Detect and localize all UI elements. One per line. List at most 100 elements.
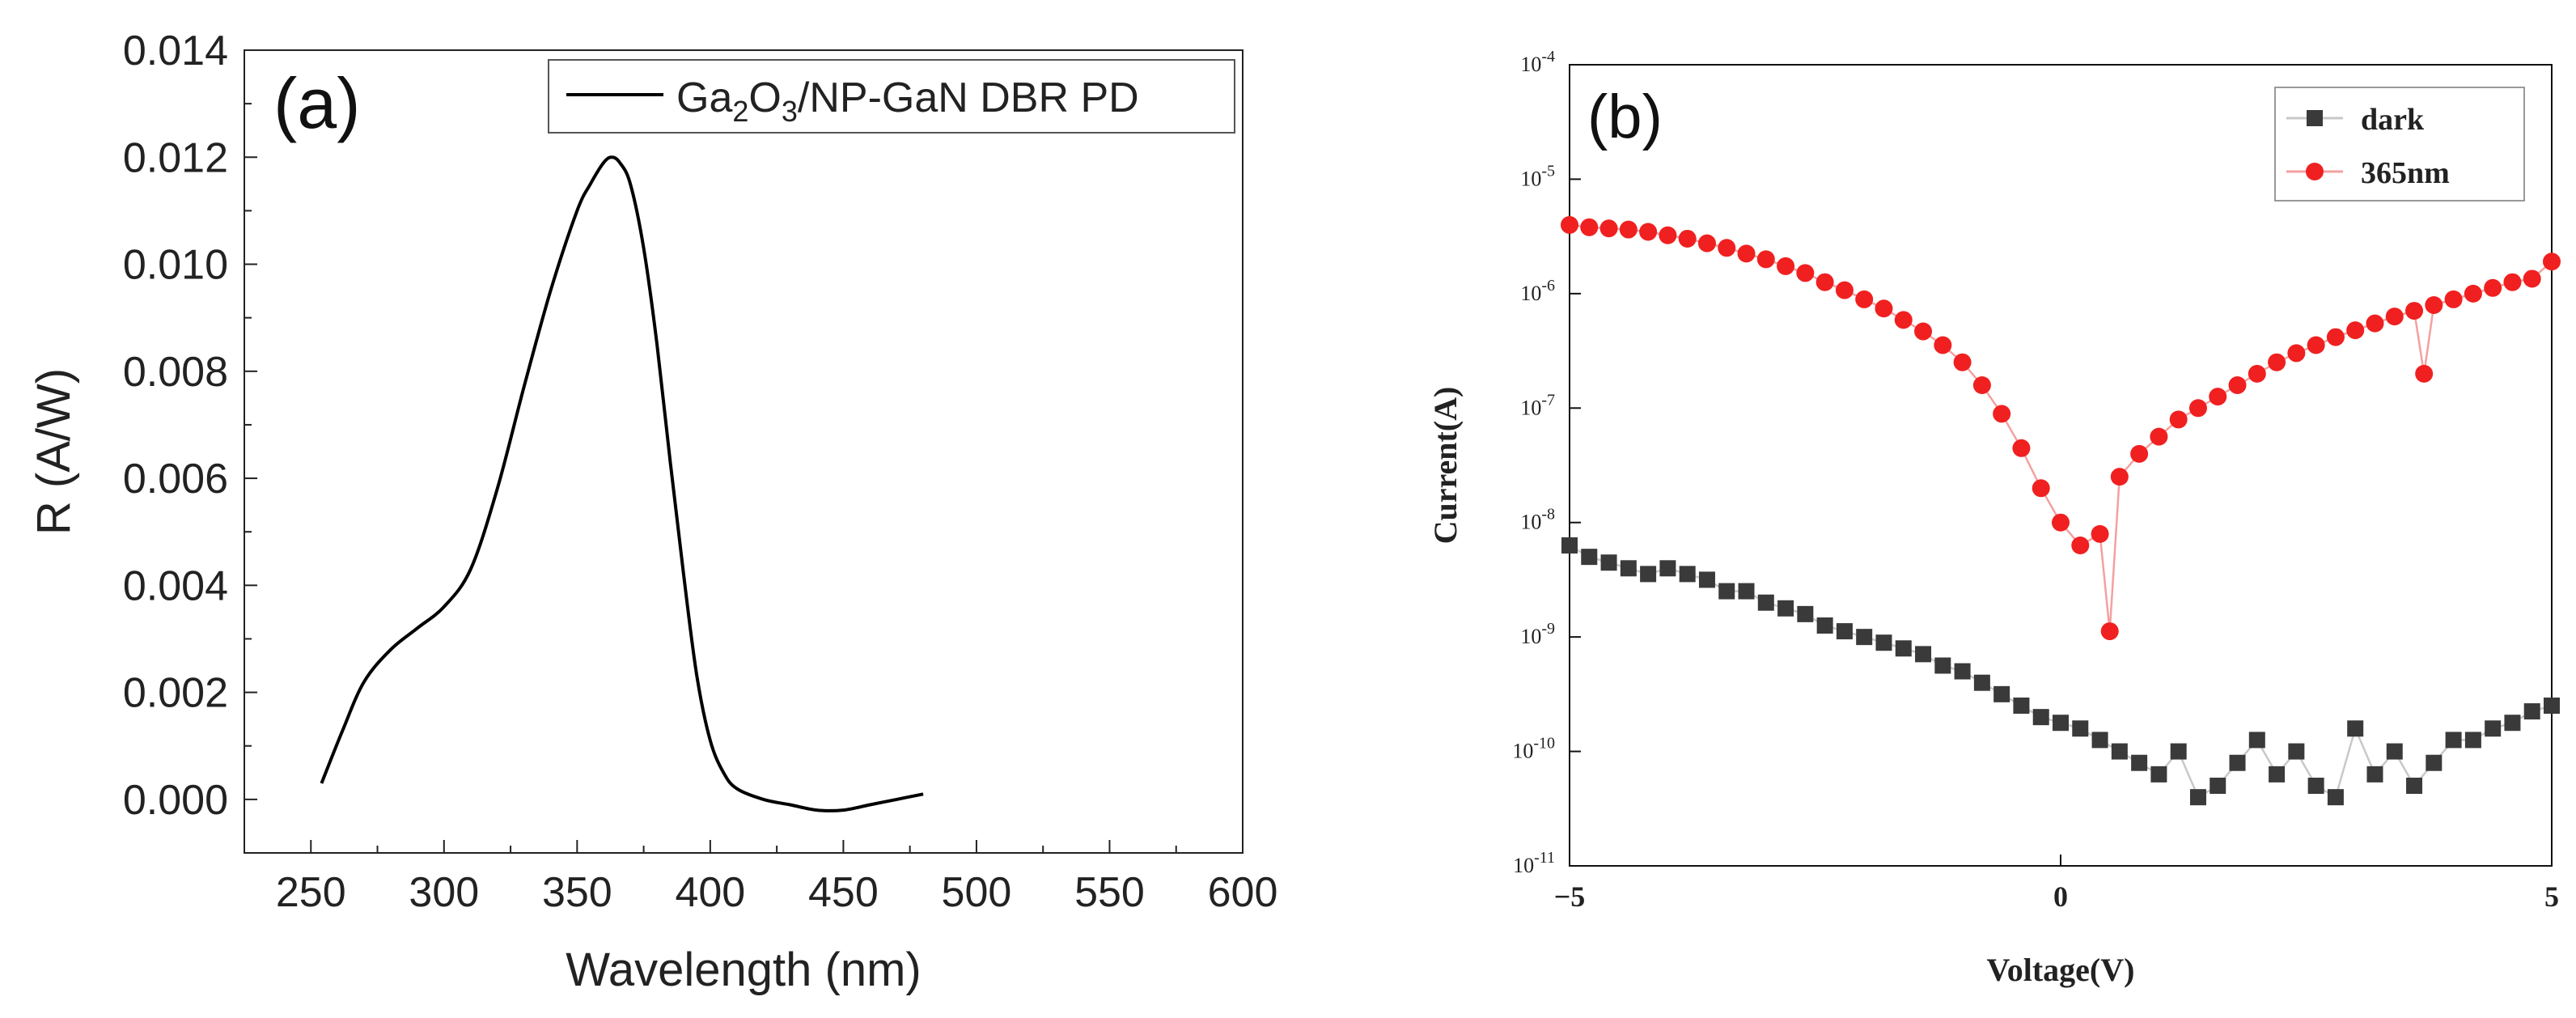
x-axis-b: −5 0 5 [1554,855,2559,913]
data-point-365nm [1875,299,1893,318]
y-tick-label-b: 10-7 [1520,391,1555,419]
data-point-dark [1777,600,1794,617]
data-point-365nm [2209,388,2227,406]
data-point-365nm [2032,479,2050,498]
data-point-dark [1698,571,1715,588]
data-point-dark [1875,634,1892,651]
y-tick-label-a: 0.000 [123,777,228,824]
data-point-dark [1836,623,1853,640]
data-point-dark [2013,698,2030,714]
data-point-365nm [2444,290,2463,308]
data-point-365nm [1972,376,1991,394]
data-point-365nm [1718,239,1736,257]
data-point-dark [1856,629,1873,646]
data-point-dark [1679,566,1696,583]
data-point-365nm [2012,439,2031,457]
data-point-365nm [2052,513,2070,532]
x-axis-title-b: Voltage(V) [1987,952,2135,988]
data-point-365nm [2464,284,2482,303]
data-point-dark [2347,720,2364,737]
data-point-dark [1640,566,1657,583]
y-tick-base-b: 10 [1513,854,1534,877]
legend-label-part: 3 [782,95,798,128]
x-tick-label-b: 5 [2544,880,2559,913]
data-point-365nm [1737,244,1756,263]
data-point-dark [2307,778,2324,794]
data-point-365nm [2543,252,2561,271]
plot-frame-a [244,49,1244,854]
y-tick-label-a: 0.004 [123,562,228,609]
data-point-dark [2032,709,2049,726]
y-tick-exponent-b: -8 [1541,506,1555,524]
y-axis-title-b: Current(A) [1427,387,1464,545]
legend-label-dark: dark [2361,103,2425,137]
data-point-dark [2523,703,2540,720]
legend-marker-365nm [2306,163,2324,180]
data-point-dark [2229,754,2246,771]
series-line-dark [1569,544,2553,799]
y-tick-label-a: 0.006 [123,456,228,503]
y-tick-exponent-b: -5 [1541,162,1555,180]
data-point-dark [1895,640,1912,657]
data-point-dark [1738,583,1755,600]
y-tick-label-a: 0.010 [123,242,228,289]
legend-label-365nm: 365nm [2361,156,2450,190]
data-point-dark [1993,685,2010,702]
data-point-365nm [2307,336,2325,354]
x-tick-label-a: 250 [276,869,346,916]
data-point-dark [2485,720,2502,737]
data-point-dark [2170,743,2187,760]
data-point-365nm [1835,281,1854,299]
data-point-365nm [1855,290,1874,308]
y-tick-label-a: 0.012 [123,134,228,181]
data-point-365nm [1914,322,1933,341]
data-point-dark [1757,594,1774,611]
data-point-365nm [2248,364,2266,383]
legend-label-part: 2 [732,95,748,128]
y-tick-label-b: 10-5 [1520,162,1555,190]
legend-label-part: O [748,74,781,121]
legend-label-part: /NP-GaN DBR PD [798,74,1139,121]
y-tick-label-b: 10-11 [1513,849,1555,877]
data-point-365nm [1934,336,1952,354]
y-tick-label-b: 10-6 [1520,277,1555,305]
data-point-dark [1816,617,1833,634]
y-tick-base-b: 10 [1512,740,1533,763]
y-tick-exponent-b: -10 [1533,735,1555,753]
data-point-365nm [1993,405,2011,423]
data-point-dark [2091,732,2108,749]
data-point-dark [1915,646,1932,663]
x-axis-title-a: Wavelength (nm) [566,944,921,996]
data-point-365nm [2385,308,2404,326]
data-point-365nm [1619,220,1638,239]
y-tick-exponent-b: -11 [1534,849,1555,867]
series-line-responsivity [320,155,924,812]
x-tick-label-a: 450 [808,869,879,916]
data-point-dark [2269,766,2286,783]
data-point-dark [2366,766,2383,783]
data-point-dark [1620,560,1637,577]
data-point-dark [2248,732,2265,749]
series-line-365nm [1569,223,2553,632]
data-point-dark [2111,743,2128,760]
y-tick-base-b: 10 [1520,53,1541,76]
y-tick-exponent-b: -6 [1541,277,1555,295]
data-point-dark [2053,715,2069,732]
y-axis-a: 0.000 0.002 0.004 0.006 0.008 0.010 0.012 0.014 [123,28,257,824]
legend-label-a: Ga2O3/NP-GaN DBR PD [676,74,1139,128]
data-point-dark [1718,583,1735,600]
y-tick-base-b: 10 [1520,167,1541,190]
y-tick-base-b: 10 [1520,282,1541,305]
data-point-365nm [2188,399,2207,418]
data-point-dark [2150,766,2167,783]
data-point-dark [2386,743,2403,760]
data-point-dark [1973,674,1990,691]
data-point-365nm [2415,364,2434,383]
data-point-dark [2445,732,2462,749]
panel-label-b: (b) [1587,83,1663,151]
x-tick-label-a: 550 [1074,869,1145,916]
y-tick-label-b: 10-10 [1512,735,1555,763]
x-tick-label-a: 600 [1208,869,1278,916]
